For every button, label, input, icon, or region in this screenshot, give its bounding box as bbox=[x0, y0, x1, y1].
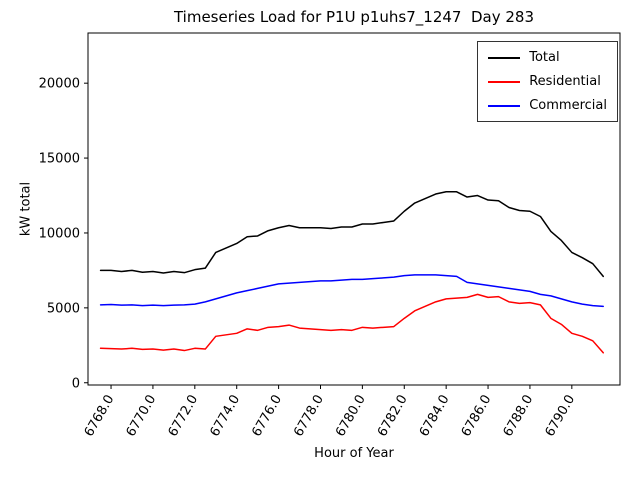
y-tick-label: 15000 bbox=[39, 152, 80, 167]
legend: Total Residential Commercial bbox=[477, 41, 618, 122]
x-tick-label: 6774.0 bbox=[207, 393, 243, 440]
x-tick-label: 6784.0 bbox=[417, 393, 453, 440]
x-tick-label: 6782.0 bbox=[375, 393, 411, 440]
y-tick-label: 0 bbox=[72, 376, 80, 391]
x-tick-label: 6776.0 bbox=[249, 393, 285, 440]
series-line-total bbox=[99, 191, 604, 278]
y-tick-label: 10000 bbox=[39, 226, 80, 241]
legend-line-swatch bbox=[488, 80, 521, 83]
axes-spines bbox=[87, 32, 621, 386]
x-tick-label: 6770.0 bbox=[124, 393, 160, 440]
x-axis-label: Hour of Year bbox=[314, 446, 394, 461]
legend-label: Residential bbox=[529, 74, 601, 89]
y-tick-label: 20000 bbox=[39, 77, 80, 92]
series-line-commercial bbox=[99, 274, 604, 308]
legend-item: Total bbox=[488, 50, 607, 65]
legend-line-swatch bbox=[488, 104, 521, 107]
legend-label: Total bbox=[529, 50, 560, 65]
legend-label: Commercial bbox=[529, 98, 607, 113]
x-tick-label: 6772.0 bbox=[166, 393, 202, 440]
x-tick-label: 6780.0 bbox=[333, 393, 369, 440]
legend-line-swatch bbox=[488, 56, 521, 59]
x-tick-label: 6768.0 bbox=[82, 393, 118, 440]
legend-item: Residential bbox=[488, 74, 607, 89]
x-tick-label: 6786.0 bbox=[459, 393, 495, 440]
x-tick-label: 6778.0 bbox=[291, 393, 327, 440]
legend-item: Commercial bbox=[488, 98, 607, 113]
x-tick-label: 6788.0 bbox=[501, 393, 537, 440]
series-line-residential bbox=[99, 293, 604, 354]
y-tick-label: 5000 bbox=[47, 301, 80, 316]
chart-title: Timeseries Load for P1U p1uhs7_1247 Day … bbox=[173, 8, 535, 26]
x-tick-label: 6790.0 bbox=[543, 393, 579, 440]
